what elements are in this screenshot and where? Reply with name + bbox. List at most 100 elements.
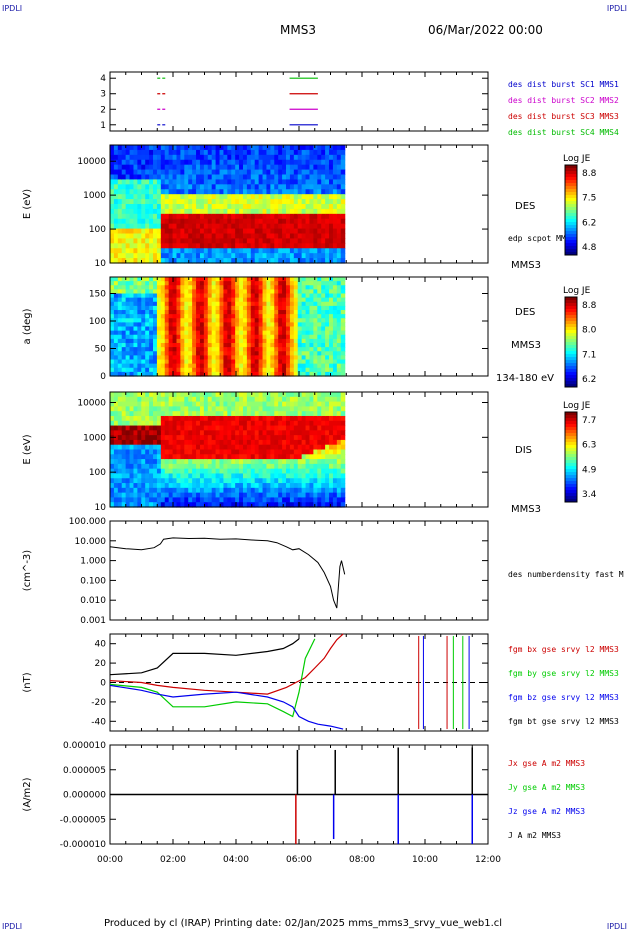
heatmap-cell [278,310,283,315]
heatmap-cell [156,204,162,210]
heatmap-cell [297,149,303,156]
heatmap-cell [113,285,119,290]
heatmap-cell [242,420,248,427]
heatmap-cell [242,164,248,171]
heatmap-cell [149,174,154,181]
heatmap-cell [164,425,170,431]
heatmap-cell [254,401,260,407]
heatmap-cell [231,322,236,328]
heatmap-cell [129,204,135,210]
heatmap-cell [242,478,248,484]
heatmap-cell [325,334,330,340]
heatmap-cell [262,351,268,356]
heatmap-cell [125,343,131,348]
heatmap-cell [246,363,252,369]
heatmap-cell [235,411,240,417]
heatmap-cell [168,297,174,303]
heatmap-cell [262,228,268,235]
heatmap-cell [211,367,217,373]
heatmap-cell [199,425,205,431]
heatmap-cell [250,351,256,356]
heatmap-cell [203,248,209,254]
heatmap-cell [121,355,127,361]
heatmap-cell [286,253,291,259]
heatmap-cell [231,392,236,398]
heatmap-cell [199,359,205,365]
heatmap-cell [160,363,166,369]
heatmap-cell [196,305,201,311]
heatmap-cell [215,415,221,422]
heatmap-cell [235,174,240,181]
heatmap-cell [309,238,314,244]
heatmap-cell [305,502,311,508]
heatmap-cell [176,199,181,205]
heatmap-cell [336,371,342,377]
heatmap-cell [113,194,119,200]
heatmap-cell [235,439,240,446]
heatmap-cell [219,310,225,315]
heatmap-cell [215,179,221,185]
heatmap-cell [121,468,127,475]
heatmap-cell [317,194,322,200]
heatmap-cell [192,371,197,377]
heatmap-cell [121,174,127,181]
heatmap-cell [215,305,221,311]
heatmap-cell [317,459,322,465]
heatmap-cell [145,415,150,422]
heatmap-cell [184,297,189,303]
heatmap-cell [164,430,170,436]
heatmap-cell [235,208,240,215]
heatmap-cell [133,285,138,290]
heatmap-cell [168,444,174,451]
heatmap-cell [176,420,181,427]
heatmap-cell [317,468,322,475]
heatmap-cell [141,204,146,210]
heatmap-cell [180,248,185,254]
heatmap-cell [321,199,326,205]
heatmap-cell [110,401,115,407]
heatmap-cell [313,310,318,315]
heatmap-cell [329,478,334,484]
heatmap-cell [137,253,142,259]
heatmap-cell [239,301,244,307]
heatmap-cell [231,351,236,356]
heatmap-cell [176,483,181,489]
heatmap-cell [297,253,303,259]
heatmap-cell [215,396,221,403]
heatmap-cell [110,164,115,171]
heatmap-cell [278,293,283,299]
heatmap-cell [184,305,189,311]
heatmap-cell [231,449,236,455]
heatmap-cell [137,468,142,475]
heatmap-cell [246,406,252,412]
heatmap-cell [113,396,119,403]
heatmap-cell [203,174,209,181]
heatmap-cell [207,396,213,403]
heatmap-cell [278,439,283,446]
heatmap-cell [156,334,162,340]
heatmap-cell [113,449,119,455]
heatmap-cell [297,478,303,484]
heatmap-cell [231,411,236,417]
heatmap-cell [305,305,311,311]
heatmap-cell [176,330,181,336]
heatmap-cell [184,367,189,373]
heatmap-cell [235,502,240,508]
heatmap-cell [266,430,271,436]
heatmap-cell [117,473,123,479]
heatmap-cell [117,326,123,332]
heatmap-cell [270,305,275,311]
heatmap-cell [223,310,228,315]
heatmap-cell [336,285,342,290]
heatmap-cell [246,497,252,503]
heatmap-cell [336,301,342,307]
heatmap-cell [321,487,326,494]
heatmap-cell [168,492,174,499]
heatmap-cell [250,343,256,348]
heatmap-cell [125,248,131,254]
heatmap-cell [286,179,291,185]
heatmap-cell [258,468,264,475]
heatmap-cell [321,468,326,475]
heatmap-cell [184,492,189,499]
heatmap-cell [309,223,314,230]
